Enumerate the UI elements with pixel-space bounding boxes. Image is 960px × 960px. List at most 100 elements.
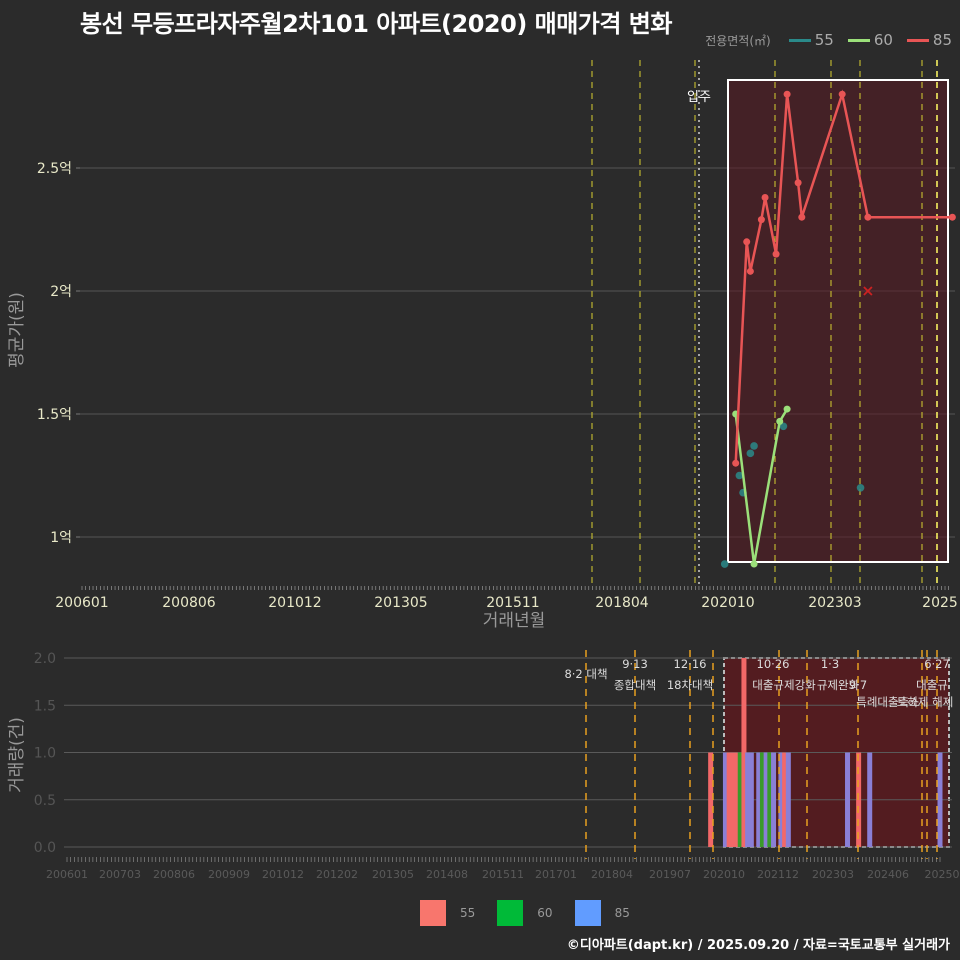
legend-swatch-60 — [847, 38, 870, 42]
data-point — [779, 422, 788, 431]
policy-annotation: 8·2 대책 — [564, 667, 607, 681]
volume-chart: 0.0 0.5 1.0 1.5 2.0 8·2 대책 9·13 종합대책 12·16 18차대책 1… — [7, 650, 960, 881]
x-tick-label: 202010 — [701, 595, 754, 611]
policy-annotation: 9·13 — [622, 657, 648, 671]
policy-annotation: 12·16 — [674, 657, 707, 671]
x-tick-label: 200703 — [99, 868, 141, 881]
x-tick-label: 200806 — [162, 595, 216, 611]
x-tick-label: 202303 — [808, 595, 861, 611]
x-tick-label: 201012 — [268, 595, 321, 611]
data-point — [794, 179, 802, 187]
volume-bar — [722, 752, 728, 847]
volume-bar — [771, 752, 777, 847]
volume-bar — [737, 752, 743, 847]
data-point — [746, 449, 755, 458]
volume-bar — [730, 752, 736, 847]
volume-bar — [845, 752, 851, 847]
volume-bar — [708, 752, 714, 847]
volume-bar — [767, 752, 773, 847]
data-point — [783, 90, 791, 98]
policy-annotation: 10·26 — [757, 657, 790, 671]
volume-bar — [741, 658, 747, 847]
x-tick-label: 202406 — [867, 868, 909, 881]
volume-bar — [726, 752, 732, 847]
y-tick-label: 2.0 — [34, 651, 56, 667]
data-point — [761, 194, 769, 202]
x-tick-label: 201511 — [486, 595, 539, 611]
series-line-60 — [734, 408, 789, 565]
volume-bar — [778, 752, 784, 847]
data-point — [750, 560, 758, 568]
data-point — [720, 560, 729, 568]
policy-annotation: 6·27 — [924, 657, 950, 671]
data-point — [856, 484, 865, 492]
y-axis-title: 평균가(원) — [7, 292, 27, 368]
volume-bar — [763, 752, 769, 847]
policy-annotation: 9·7 — [849, 678, 867, 692]
x-tick-label: 201907 — [649, 868, 691, 881]
data-point — [864, 213, 872, 221]
legend-swatch-85 — [906, 38, 929, 42]
policy-annotation: 종합대책 — [614, 678, 656, 692]
data-point — [732, 459, 740, 467]
volume-bar — [745, 752, 751, 847]
policy-annotation: 18차대책 — [667, 678, 713, 692]
footer-credit: ©디아파트(dapt.kr) / 2025.09.20 / 자료=국토교통부 실… — [566, 938, 950, 953]
x-tick-label: 201408 — [426, 868, 468, 881]
volume-bar — [867, 752, 873, 847]
legend-item-85: 85 — [903, 31, 952, 49]
legend-box-85 — [574, 900, 601, 926]
y-tick-label: 0.0 — [34, 840, 56, 856]
series-line-85 — [734, 89, 953, 464]
policy-annotation: 토허제 해제 — [897, 695, 954, 709]
x-tick-label: 20250 — [925, 868, 960, 881]
volume-bar — [734, 752, 740, 847]
highlight-box — [727, 79, 949, 563]
data-point — [772, 250, 780, 258]
policy-annotation: 대출규제강화 — [752, 678, 816, 692]
legend-item-60: 60 — [844, 31, 893, 49]
data-point — [735, 471, 744, 480]
x-tick-label: 200601 — [55, 595, 108, 611]
volume-bar — [759, 752, 765, 847]
data-point — [743, 238, 751, 246]
data-point — [776, 417, 784, 425]
y-tick-label: 1억 — [50, 530, 72, 546]
data-point — [750, 442, 758, 450]
x-tick-label: 201511 — [482, 868, 524, 881]
y-tick-label: 0.5 — [34, 793, 56, 809]
x-tick-label: 202303 — [812, 868, 854, 881]
legend-swatch-55 — [788, 38, 811, 42]
x-tick-label: 202010 — [703, 868, 745, 881]
data-point — [838, 90, 846, 98]
volume-bar — [937, 752, 943, 847]
x-tick-label: 200909 — [208, 868, 250, 881]
y-tick-label: 2억 — [50, 284, 72, 300]
policy-annotation: 특례대출축소 — [856, 695, 919, 709]
data-point — [746, 267, 754, 275]
data-point — [783, 405, 791, 413]
x-axis-title: 거래년월 — [483, 611, 546, 631]
y-tick-label: 2.5억 — [37, 161, 72, 177]
volume-bar — [748, 752, 754, 847]
x-tick-label: 202112 — [757, 868, 799, 881]
chart-title: 봉선 무등프라자주월2차101 아파트(2020) 매매가격 변화 — [80, 10, 672, 38]
policy-annotation: 대출규 — [916, 678, 948, 692]
data-point — [798, 213, 806, 221]
volume-bar — [782, 752, 788, 847]
x-tick-label: 201804 — [591, 868, 633, 881]
legend-title: 전용면적(㎡) — [705, 33, 771, 48]
x-tick-label: 201305 — [374, 595, 427, 611]
x-tick-label: 201202 — [316, 868, 358, 881]
y-tick-label: 1.5 — [34, 698, 56, 714]
x-tick-label: 201012 — [262, 868, 304, 881]
legend-bottom: 55 60 85 — [420, 900, 652, 926]
x-tick-label: 201804 — [595, 595, 649, 611]
policy-annotation: 규제완화 — [817, 678, 860, 692]
price-chart: 1억 1.5억 2억 2.5억 입주 200601 200806 201012 201305 20… — [7, 60, 958, 631]
legend-item-55: 55 — [785, 31, 834, 49]
x-tick-label: 2025 — [922, 595, 958, 611]
y-tick-label: 1.0 — [34, 746, 56, 762]
x-tick-label: 200601 — [46, 868, 88, 881]
x-tick-label: 200806 — [153, 868, 195, 881]
